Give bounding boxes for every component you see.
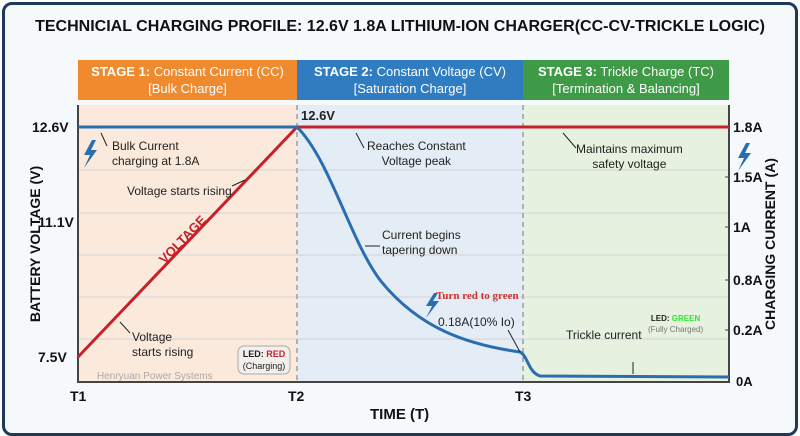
led-green-word: GREEN xyxy=(671,314,701,323)
axes xyxy=(77,105,730,383)
peak-label: 12.6V xyxy=(301,108,335,123)
tick-t2: T2 xyxy=(288,388,305,404)
led-red-badge xyxy=(237,345,291,375)
stage-2-sub: [Saturation Charge] xyxy=(353,81,467,96)
led-red-state: (Charging) xyxy=(242,361,286,371)
stage-2-region xyxy=(297,105,523,382)
stage-2-name: Constant Voltage (CV) xyxy=(376,64,506,79)
stage-3-header: STAGE 3: Trickle Charge (TC) [Terminatio… xyxy=(523,60,729,100)
x-axis-title: TIME (T) xyxy=(370,406,430,423)
diagram-title: TECHNICIAL CHARGING PROFILE: 12.6V 1.8A … xyxy=(35,18,765,35)
bulk-current-label: Bulk Current charging at 1.8A xyxy=(112,139,200,168)
tick-0-2a: 0.2A xyxy=(733,322,763,338)
left-axis-title: BATTERY VOLTAGE (V) xyxy=(27,165,43,323)
reaches-cv-label: Reaches Constant Voltage peak xyxy=(367,139,466,168)
stage-1-head: STAGE 1: xyxy=(91,64,151,79)
stage-3-name: Trickle Charge (TC) xyxy=(600,64,715,79)
tick-1-8a: 1.8A xyxy=(733,119,763,135)
tapering-label: Current begins tapering down xyxy=(382,228,461,257)
led-green-text: LED: GREEN (Fully Charged) xyxy=(648,313,703,335)
voltage-rising-label-1: Voltage starts rising xyxy=(127,184,232,198)
gridlines xyxy=(78,169,729,340)
right-axis-title: CHARGING CURRENT (A) xyxy=(762,158,778,330)
lightning-icon xyxy=(84,140,751,318)
current-line xyxy=(78,125,730,379)
maintains-label: Maintains maximum safety voltage xyxy=(576,142,683,171)
led-red-word: RED xyxy=(266,349,286,359)
tick-0-8a: 0.8A xyxy=(733,272,763,288)
tick-0a: 0A xyxy=(736,374,753,389)
turn-green-label: Turn red to green xyxy=(436,290,519,302)
led-green-state: (Fully Charged) xyxy=(648,325,704,334)
stage-3-region xyxy=(523,105,729,382)
stage-1-name: Constant Current (CC) xyxy=(153,64,284,79)
trickle-label: Trickle current xyxy=(566,328,642,342)
stage-3-head: STAGE 3: xyxy=(537,64,597,79)
cutoff-label: 0.18A(10% Io) xyxy=(438,315,515,329)
tick-11-1v: 11.1V xyxy=(38,214,74,230)
tick-t1: T1 xyxy=(70,388,87,404)
tick-12-6v: 12.6V xyxy=(32,119,69,135)
stage-1-sub: [Bulk Charge] xyxy=(148,81,227,96)
led-red-text: LED: RED (Charging) xyxy=(240,348,288,372)
watermark: Henryuan Power Systems xyxy=(97,371,213,382)
tick-t3: T3 xyxy=(515,388,532,404)
voltage-rising-label-2: Voltage starts rising xyxy=(132,330,194,359)
stage-1-header: STAGE 1: Constant Current (CC) [Bulk Cha… xyxy=(78,60,297,100)
annotation-arrows xyxy=(100,132,634,374)
stage-2-header: STAGE 2: Constant Voltage (CV) [Saturati… xyxy=(297,60,523,100)
stage-3-sub: [Termination & Balancing] xyxy=(552,81,700,96)
right-axis-ticks xyxy=(725,176,729,331)
tick-7-5v: 7.5V xyxy=(38,349,67,365)
tick-1-5a: 1.5A xyxy=(733,169,763,185)
led-green-prefix: LED: xyxy=(650,314,670,323)
led-red-prefix: LED: xyxy=(242,349,264,359)
stage-2-head: STAGE 2: xyxy=(314,64,373,79)
tick-1a: 1A xyxy=(733,219,751,235)
